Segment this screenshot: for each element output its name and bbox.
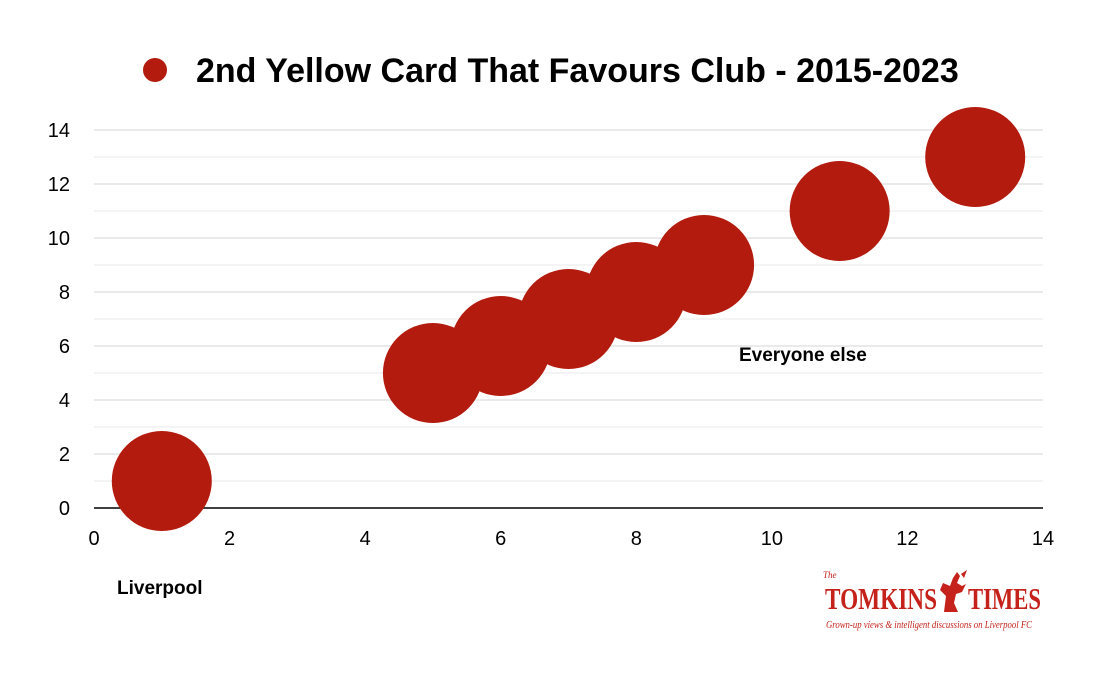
x-tick-label: 12 <box>896 528 918 550</box>
y-tick-label: 14 <box>48 120 70 142</box>
brand-tagline: Grown-up views & intelligent discussions… <box>826 620 1032 631</box>
y-tick-label: 12 <box>48 174 70 196</box>
x-tick-label: 2 <box>224 528 235 550</box>
x-tick-label: 0 <box>88 528 99 550</box>
annotation-liverpool: Liverpool <box>117 578 203 599</box>
y-tick-label: 4 <box>59 390 70 412</box>
brand-the: The <box>823 570 837 580</box>
y-tick-label: 10 <box>48 228 70 250</box>
legend-label: 2nd Yellow Card That Favours Club - 2015… <box>196 52 959 90</box>
y-tick-label: 8 <box>59 282 70 304</box>
annotation-everyone-else: Everyone else <box>739 345 867 366</box>
tomkins-times-logo: The TOMKINS TIMES Grown-up views & intel… <box>823 570 1041 631</box>
x-tick-label: 6 <box>495 528 506 550</box>
brand-name-left: TOMKINS <box>825 581 937 616</box>
brand-name-right: TIMES <box>968 581 1041 616</box>
data-point-bubble <box>925 107 1026 207</box>
legend-swatch <box>143 58 167 82</box>
x-axis-ticks: 0 2 4 6 8 10 12 14 <box>88 528 1054 550</box>
data-point-bubble <box>789 161 890 261</box>
x-tick-label: 4 <box>360 528 371 550</box>
y-tick-label: 6 <box>59 336 70 358</box>
legend: 2nd Yellow Card That Favours Club - 2015… <box>143 52 959 90</box>
x-tick-label: 14 <box>1032 528 1054 550</box>
x-tick-label: 8 <box>631 528 642 550</box>
data-points <box>111 107 1026 531</box>
y-tick-label: 2 <box>59 444 70 466</box>
y-tick-label: 0 <box>59 498 70 520</box>
data-point-bubble <box>111 431 212 531</box>
x-tick-label: 10 <box>761 528 783 550</box>
y-axis-ticks: 0 2 4 6 8 10 12 14 <box>48 120 70 520</box>
data-point-bubble <box>654 215 755 315</box>
liver-bird-icon <box>940 570 967 612</box>
